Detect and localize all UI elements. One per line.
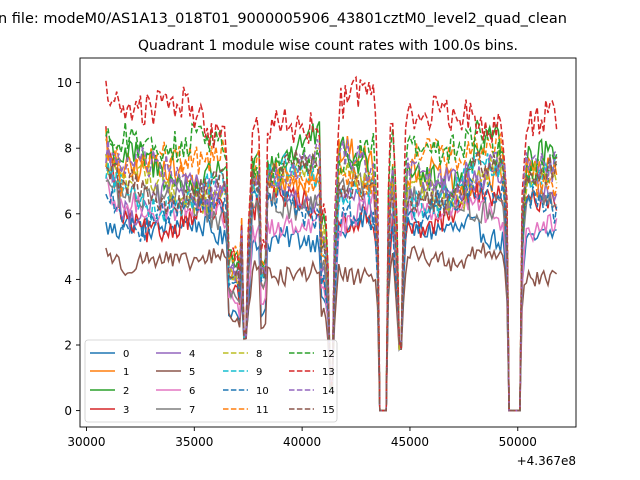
y-tick-label: 4	[64, 273, 72, 287]
series-line-14	[105, 139, 557, 412]
legend-label-10: 10	[256, 386, 269, 397]
y-tick-label: 6	[64, 207, 72, 221]
x-offset-label: +4.367e8	[517, 454, 576, 468]
figure-suptitle: n file: modeM0/AS1A13_018T01_9000005906_…	[0, 11, 567, 27]
legend-box	[84, 339, 338, 423]
x-tick-label: 50000	[499, 435, 537, 449]
series-line-9	[105, 151, 558, 412]
legend-label-0: 0	[123, 349, 129, 360]
chart-title: Quadrant 1 module wise count rates with …	[138, 38, 518, 54]
legend-label-14: 14	[322, 386, 335, 397]
legend-label-8: 8	[256, 349, 262, 360]
x-tick-label: 35000	[175, 435, 213, 449]
legend-label-1: 1	[123, 367, 129, 378]
legend-label-2: 2	[123, 386, 129, 397]
y-tick-label: 0	[64, 404, 72, 418]
y-tick-label: 2	[64, 339, 72, 353]
x-axis: 30000 35000 40000 45000 50000	[67, 427, 537, 449]
y-axis: 0 2 4 6 8 10	[57, 76, 80, 418]
legend-label-7: 7	[189, 405, 195, 416]
legend-label-4: 4	[189, 349, 195, 360]
y-tick-label: 10	[57, 76, 72, 90]
legend-label-12: 12	[322, 349, 335, 360]
legend-label-13: 13	[322, 367, 335, 378]
legend-label-11: 11	[256, 405, 269, 416]
legend-label-15: 15	[322, 405, 335, 416]
legend-label-6: 6	[189, 386, 195, 397]
x-tick-label: 45000	[391, 435, 429, 449]
legend-label-3: 3	[123, 405, 129, 416]
legend-label-5: 5	[189, 367, 195, 378]
legend-label-9: 9	[256, 367, 262, 378]
x-tick-label: 40000	[283, 435, 321, 449]
axes-frame	[79, 57, 577, 428]
x-tick-label: 30000	[67, 435, 105, 449]
y-tick-label: 8	[64, 142, 72, 156]
